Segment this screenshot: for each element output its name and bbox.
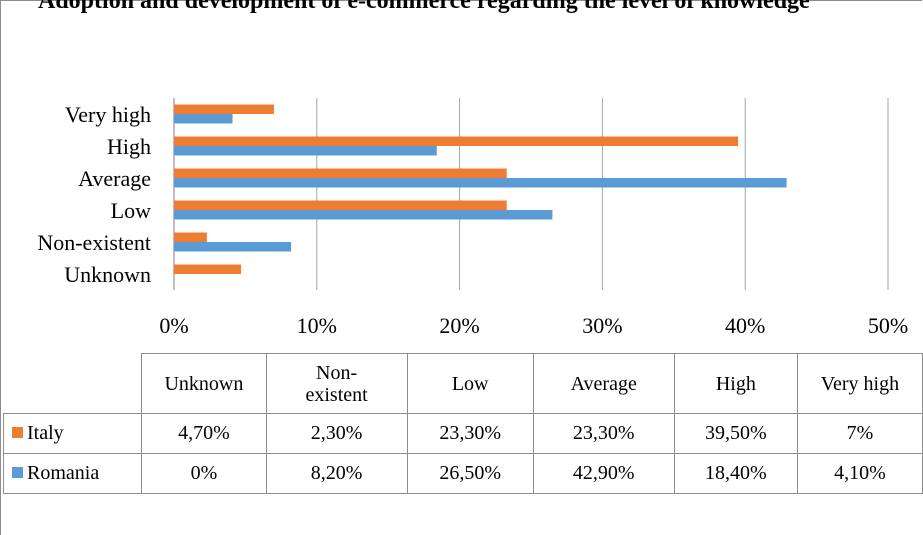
bar-romania [174, 146, 437, 156]
table-cell: 26,50% [406, 453, 534, 494]
table-header-cell: Very high [796, 353, 923, 414]
bar-romania [174, 114, 233, 124]
x-tick-label: 50% [868, 313, 908, 338]
table-cell: 0% [141, 453, 267, 494]
bar-italy [174, 136, 739, 146]
table-header-cell: High [673, 353, 798, 414]
bar-romania [174, 178, 787, 188]
bar-romania [174, 242, 292, 252]
table-header-cell: Average [532, 353, 675, 414]
bar-italy [174, 104, 274, 114]
category-label: Unknown [64, 262, 151, 287]
x-tick-label: 20% [439, 313, 479, 338]
table-cell: 39,50% [673, 413, 798, 454]
table-cell: 18,40% [673, 453, 798, 494]
table-header-cell: Unknown [141, 353, 267, 414]
table-cell: 7% [796, 413, 923, 454]
table-cell: 42,90% [532, 453, 675, 494]
category-label: Low [111, 198, 151, 223]
chart-title: Adoption and development of e-commerce r… [38, 0, 810, 14]
table-cell: 23,30% [406, 413, 534, 454]
table-header-cell: Low [406, 353, 534, 414]
table-cell: 4,70% [141, 413, 267, 454]
table-cell: 4,10% [796, 453, 923, 494]
x-tick-label: 40% [725, 313, 765, 338]
bar-romania [174, 210, 553, 220]
gridlines [173, 98, 889, 290]
table-corner [3, 353, 143, 414]
x-tick-label: 10% [297, 313, 337, 338]
table-cell: 23,30% [532, 413, 675, 454]
category-label: High [107, 134, 151, 159]
series-label: Italy [27, 422, 64, 444]
legend-entry-italy: Italy [2, 413, 143, 454]
bar-chart: Unknown Non-existent Low Average High Very hi… [37, 98, 908, 338]
bar-italy [174, 232, 207, 242]
category-label: Very high [65, 102, 151, 127]
table-header-row: Unknown Non- existent Low Average High V… [3, 353, 923, 414]
series-label: Romania [27, 462, 100, 484]
bar-italy [174, 200, 507, 210]
x-tick-label: 30% [582, 313, 622, 338]
table-row-romania: Romania 0% 8,20% 26,50% 42,90% 18,40% 4,… [2, 453, 923, 494]
legend-key-italy [12, 426, 23, 438]
table-cell: 8,20% [265, 453, 408, 494]
bars [174, 104, 787, 274]
category-labels: Unknown Non-existent Low Average High Very hi… [37, 102, 151, 287]
bar-italy [174, 264, 242, 274]
category-label: Non-existent [37, 230, 151, 255]
legend-entry-romania: Romania [2, 453, 143, 494]
x-tick-label: 0% [159, 313, 188, 338]
data-table: Unknown Non- existent Low Average High V… [2, 353, 923, 494]
table-cell: 2,30% [265, 413, 408, 454]
table-header-cell: Non- existent [265, 353, 408, 414]
x-tick-labels: 0% 10% 20% 30% 40% 50% [159, 313, 908, 338]
category-label: Average [78, 166, 151, 191]
table-row-italy: Italy 4,70% 2,30% 23,30% 23,30% 39,50% 7… [2, 413, 923, 454]
legend-key-romania [12, 466, 23, 478]
bar-italy [174, 168, 507, 178]
